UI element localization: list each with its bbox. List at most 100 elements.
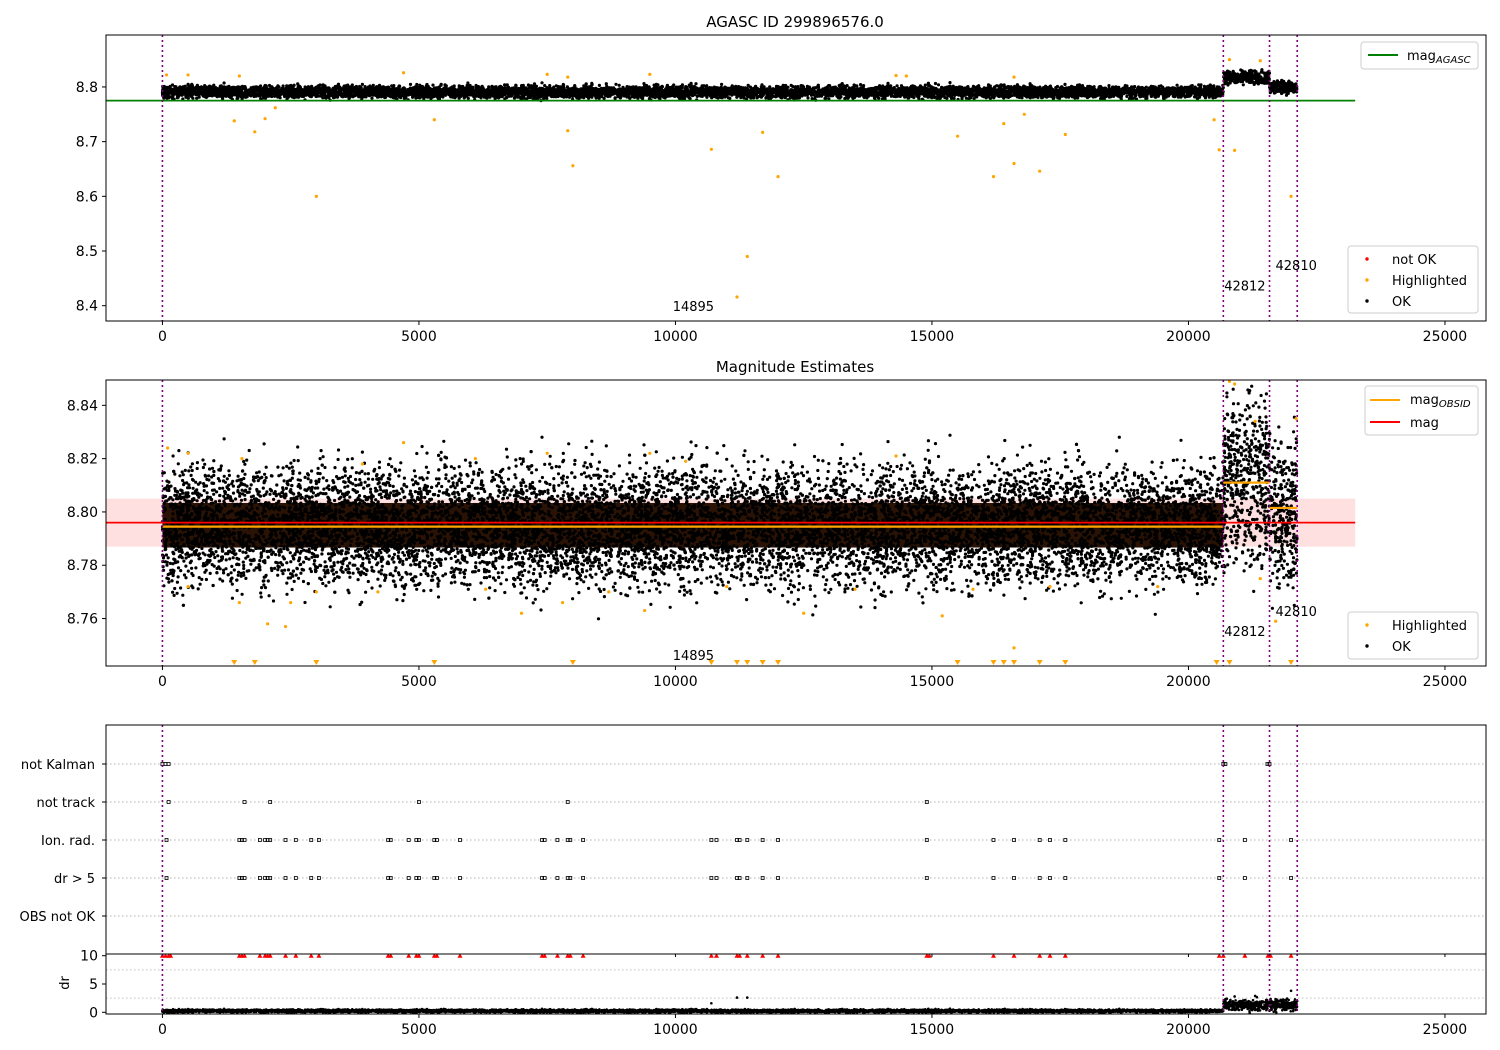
ok-point (933, 81, 938, 86)
ok-point (1144, 96, 1148, 101)
ok-point (964, 96, 969, 100)
ok-point (195, 96, 199, 100)
ok-point (231, 85, 235, 89)
ok-point (720, 82, 724, 86)
ok-point (487, 85, 491, 89)
ok-point (917, 97, 921, 101)
ok-point (816, 93, 820, 97)
ok-point (1001, 83, 1005, 87)
ok-point (1017, 95, 1022, 99)
ok-point (222, 81, 226, 85)
ok-point (749, 90, 753, 94)
ok-point (613, 96, 617, 100)
ok-point (614, 82, 618, 86)
ok-point (1048, 84, 1052, 88)
ok-point (617, 83, 621, 87)
ok-point (175, 96, 179, 100)
ok-point (168, 91, 173, 95)
ok-point (694, 82, 698, 86)
ok-point (960, 97, 964, 101)
ok-point (492, 85, 497, 89)
ok-point (1169, 86, 1173, 90)
ok-point (363, 85, 367, 89)
ok-point (1171, 94, 1175, 98)
ok-point (972, 97, 976, 101)
ok-point (437, 86, 441, 90)
ok-point (1092, 85, 1096, 89)
ok-point (986, 83, 991, 87)
ok-point (814, 86, 818, 90)
ok-point (728, 96, 732, 100)
ok-point (791, 84, 795, 89)
ok-point (862, 84, 866, 88)
ok-point (357, 95, 361, 99)
ok-point (605, 84, 609, 88)
ok-point (602, 96, 606, 101)
ok-point (948, 81, 952, 85)
ok-point (1036, 95, 1040, 99)
agasc-panel: AGASC ID 299896576.0 14895 42812 42810 0… (76, 13, 1487, 345)
ok-point (532, 82, 537, 86)
ok-point (503, 83, 507, 87)
ok-point (510, 86, 514, 90)
ok-point (343, 84, 347, 88)
ok-point (301, 94, 306, 99)
ok-point (946, 94, 950, 98)
ok-point (584, 82, 588, 86)
ok-point (408, 82, 413, 86)
ok-point (309, 95, 313, 99)
ok-point (923, 83, 927, 87)
ok-point (590, 81, 594, 85)
ok-point (730, 84, 734, 88)
ok-point (663, 96, 667, 100)
ok-point (702, 84, 706, 88)
ok-point (1028, 82, 1032, 86)
ok-point (806, 96, 810, 100)
ok-point (895, 84, 899, 88)
ok-point (360, 82, 364, 86)
ok-point (274, 87, 278, 91)
ok-point (641, 97, 645, 101)
ok-point (801, 85, 806, 89)
ok-point (827, 97, 831, 101)
ok-point (540, 81, 544, 85)
ok-point (466, 81, 470, 85)
ok-point (543, 84, 547, 88)
ok-point (1052, 94, 1056, 98)
ok-point (235, 85, 239, 89)
ok-point (354, 85, 358, 89)
ok-point (746, 83, 750, 87)
ok-point (672, 83, 676, 87)
agasc-title: AGASC ID 299896576.0 (706, 13, 884, 31)
agasc-plot-area (106, 35, 1356, 321)
ok-point (281, 84, 285, 88)
ok-point (235, 97, 239, 101)
ok-point (752, 96, 756, 100)
ok-point (471, 85, 475, 89)
ok-point (323, 84, 327, 88)
ok-point (939, 89, 943, 93)
ok-point (415, 82, 419, 87)
ok-point (431, 83, 435, 87)
ok-point (348, 95, 352, 99)
ok-point (270, 85, 274, 89)
ok-point (1063, 82, 1067, 86)
ok-point (774, 95, 778, 99)
ok-point (597, 83, 602, 87)
ok-point (951, 84, 955, 88)
ok-point (997, 94, 1001, 99)
ok-point (810, 97, 814, 101)
ok-point (398, 84, 402, 88)
ok-point (680, 83, 685, 87)
ok-point (949, 96, 954, 101)
agasc-data-layer (106, 35, 1356, 321)
ok-point (872, 96, 877, 100)
ok-point (791, 96, 796, 100)
ok-point (170, 83, 175, 87)
ok-point (1107, 84, 1111, 88)
ok-point (534, 84, 539, 88)
ok-point (1199, 83, 1203, 87)
ok-point (846, 96, 850, 100)
ok-point (971, 84, 976, 88)
